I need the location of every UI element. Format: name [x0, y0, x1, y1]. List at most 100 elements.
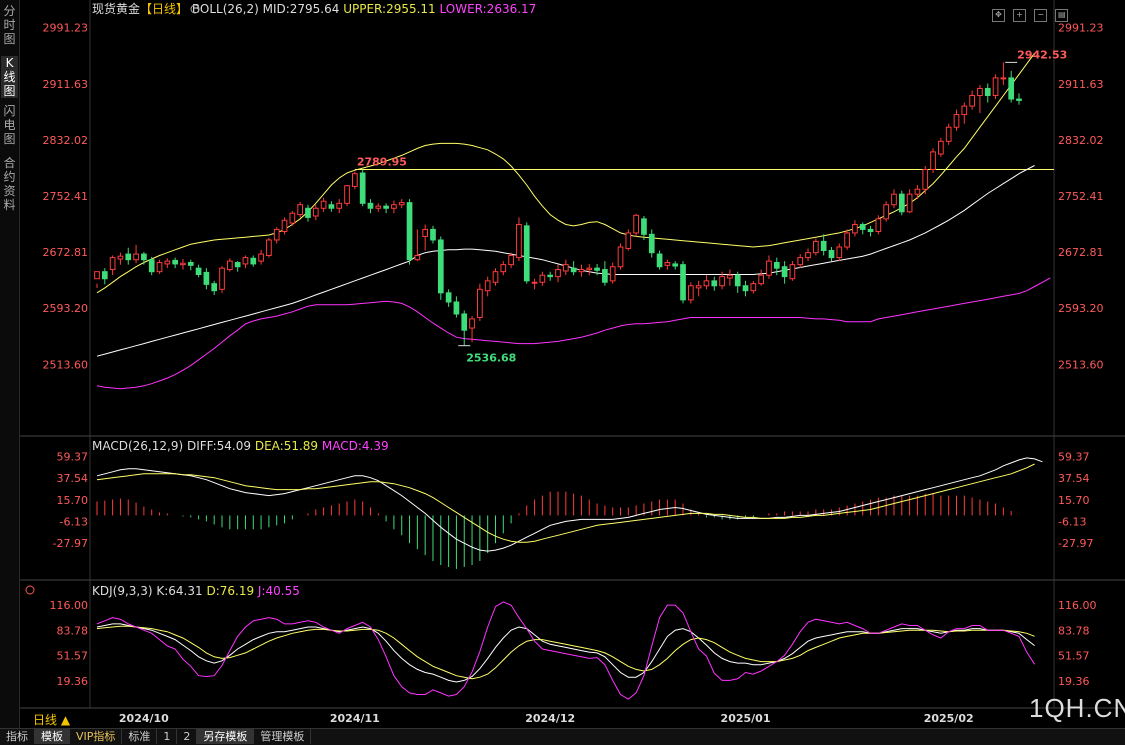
candle-body [711, 280, 718, 287]
period-selector[interactable]: 日线 ▲ [33, 713, 71, 727]
settings-icon[interactable]: ▤ [1055, 9, 1069, 22]
candle-body [539, 274, 546, 283]
candle-body [727, 274, 733, 279]
candle-body [875, 218, 882, 233]
candle-body [398, 202, 405, 206]
y-tick-label: 116.00 [1058, 599, 1097, 612]
candle-body [742, 285, 749, 292]
candle-body [109, 257, 116, 271]
candle-body [703, 280, 710, 287]
candle-body [898, 193, 905, 213]
candle-body [195, 267, 202, 276]
candle-body [430, 228, 436, 241]
kdj-d-line [96, 625, 1035, 680]
y-tick-label: 59.37 [57, 451, 89, 464]
candle-body [297, 204, 303, 216]
candle-body [469, 318, 475, 329]
candle-body [258, 253, 264, 262]
layout-2-button[interactable]: 2 [177, 729, 198, 744]
candle-body [453, 301, 460, 315]
candle-body [719, 276, 725, 287]
template-button[interactable]: 模板 [35, 729, 70, 744]
candle-body [789, 264, 796, 280]
candle-body [867, 228, 874, 233]
boll-upper-line [96, 52, 1036, 294]
candle-body [172, 259, 178, 265]
candle-body [977, 87, 983, 97]
candle-body [633, 214, 639, 234]
candle-body [687, 285, 694, 301]
save-template-button[interactable]: 另存模板 [197, 729, 255, 744]
tab-contract[interactable]: 合约资料 [3, 156, 16, 212]
manage-template-button[interactable]: 管理模板 [254, 729, 312, 744]
candle-body [1008, 77, 1015, 100]
candle-body [250, 257, 257, 265]
move-icon[interactable]: ✥ [992, 9, 1005, 22]
zoom-out-icon[interactable]: − [1034, 9, 1048, 22]
vip-indicator-button[interactable]: VIP指标 [70, 729, 123, 744]
candle-body [953, 114, 960, 128]
y-tick-label: 2911.63 [43, 78, 89, 91]
indicator-button[interactable]: 指标 [0, 729, 35, 744]
candle-body [266, 239, 272, 256]
standard-button[interactable]: 标准 [122, 729, 158, 744]
tab-kline[interactable]: K线图 [1, 56, 18, 98]
candle-body [414, 254, 421, 261]
candle-body [484, 280, 491, 292]
candle-body [773, 262, 780, 269]
candle-body [547, 274, 554, 278]
candle-body [375, 205, 382, 209]
candle-body [891, 193, 897, 206]
layout-1-button[interactable]: 1 [157, 729, 178, 744]
candle-body [930, 151, 936, 171]
y-tick-label: 2991.23 [43, 22, 89, 35]
y-tick-label: 59.37 [1058, 451, 1090, 464]
kdj-k-line [96, 623, 1035, 683]
candle-body [1016, 98, 1022, 101]
candle-body [945, 126, 952, 142]
candle-body [820, 240, 827, 252]
candle-body [148, 259, 155, 273]
candle-body [281, 219, 288, 233]
boll-lower-line [96, 277, 1051, 390]
candle-body [391, 204, 397, 209]
toolbar-icons: ✥ + − ▤ [992, 2, 1071, 22]
candle-body [813, 240, 819, 254]
candle-body [383, 205, 389, 209]
y-tick-label: 116.00 [50, 599, 89, 612]
candle-body [938, 140, 944, 155]
candle-body [273, 228, 280, 241]
candle-body [328, 204, 335, 209]
price-pane-header: 现货黄金【日线】 BOLL(26,2) MID:2795.64 UPPER:29… [92, 1, 536, 16]
y-tick-label: 2513.60 [43, 358, 89, 371]
y-tick-label: -27.97 [1058, 537, 1093, 550]
candle-body [101, 271, 108, 280]
kdj-pane-header: KDJ(9,3,3) K:64.31 D:76.19 J:40.55 [92, 584, 300, 598]
y-tick-label: 15.70 [1058, 494, 1090, 507]
candle-body [1000, 77, 1007, 80]
candle-body [531, 281, 538, 284]
candle-body [672, 263, 679, 267]
candle-body [492, 271, 499, 283]
candle-body [352, 173, 358, 187]
candle-body [570, 267, 577, 273]
candle-body [586, 267, 593, 271]
left-sidebar [0, 0, 20, 728]
y-tick-label: 2593.20 [1058, 302, 1104, 315]
tab-timeshare[interactable]: 分时图 [3, 4, 16, 46]
y-tick-label: -27.97 [53, 537, 88, 550]
zoom-in-icon[interactable]: + [1013, 9, 1027, 22]
candle-body [164, 260, 171, 265]
candle-body [359, 172, 366, 204]
candle-body [805, 252, 811, 259]
tab-flash[interactable]: 闪电图 [3, 104, 16, 146]
candle-body [242, 257, 249, 265]
candle-body [617, 246, 624, 268]
candle-body [609, 266, 616, 282]
candle-body [516, 223, 522, 259]
candle-body [94, 271, 100, 280]
candle-body [406, 202, 413, 261]
candle-body [226, 260, 233, 271]
candle-body [797, 257, 804, 266]
